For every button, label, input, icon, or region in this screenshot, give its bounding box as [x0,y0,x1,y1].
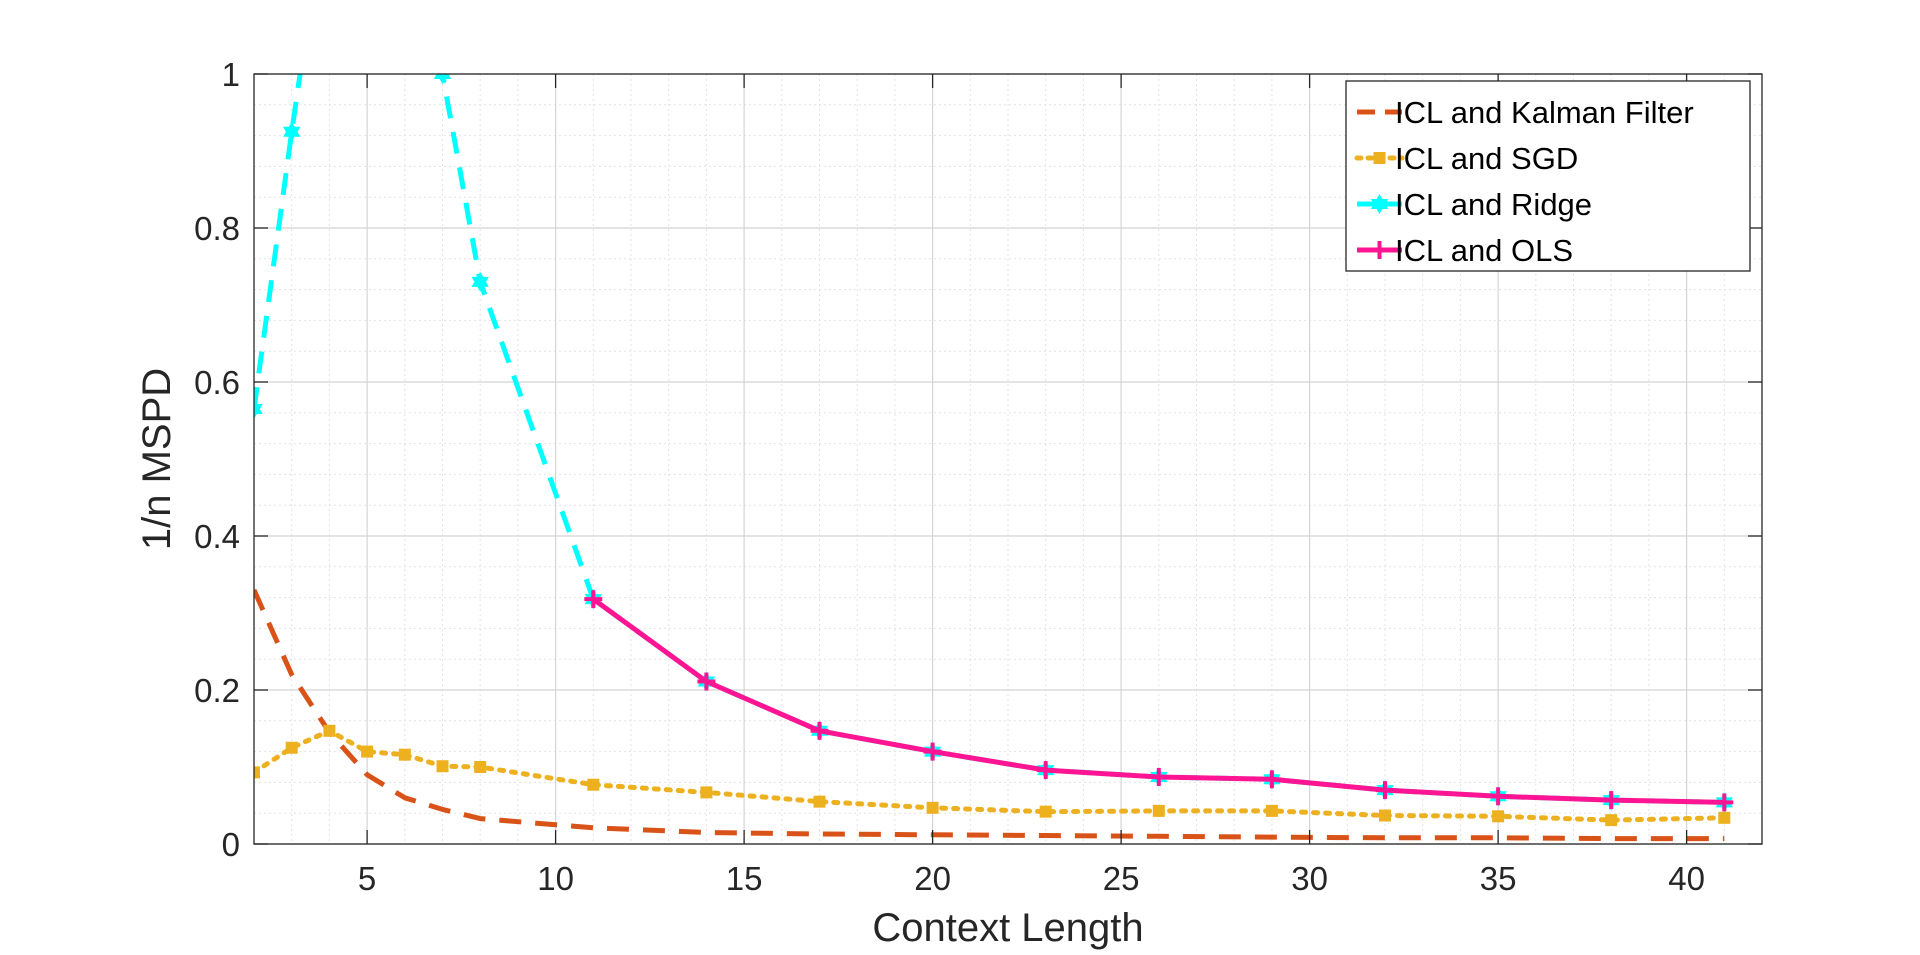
series-1 [254,588,1725,842]
data-point [1262,770,1281,789]
legend-item: ICL and Kalman Filter [1357,95,1694,130]
legend-box [1345,80,1751,272]
data-point [254,766,260,779]
legend-item: ICL and SGD [1354,141,1578,176]
data-point [1602,791,1621,810]
legend-item: ICL and OLS [1357,233,1573,268]
data-point [923,742,942,761]
x-tick-label: 30 [1291,860,1328,897]
data-point [1373,152,1386,164]
x-tick-label: 5 [358,860,376,897]
legend-label: ICL and Kalman Filter [1395,95,1694,130]
x-axis-title: Context Length [872,906,1143,950]
data-point [1265,804,1278,817]
data-point [1152,804,1165,817]
data-point [1718,811,1731,824]
series-4 [584,590,1734,812]
x-tick-label: 35 [1480,860,1517,897]
data-point [1149,768,1168,787]
data-point [1039,805,1052,818]
y-axis-title: 1/n MSPD [135,368,179,550]
data-point [1715,793,1734,812]
axis-ticks: 5 10 15 20 25 30 35 40 0 0.2 0.4 0.6 0.8 1 [194,56,1762,897]
x-tick-label: 20 [914,860,951,897]
data-point [1370,194,1389,214]
x-tick-label: 25 [1103,860,1140,897]
data-point [587,778,600,791]
data-point [1492,810,1505,823]
plot-frame [253,73,1763,845]
marker-part [436,74,449,84]
data-point [697,672,716,691]
legend-label: ICL and OLS [1395,233,1573,268]
series-layer [254,74,1734,842]
y-tick-label: 1 [222,56,240,93]
data-point [1489,787,1508,806]
data-point [926,801,939,814]
marker-part [254,404,263,419]
x-tick-label: 15 [726,860,763,897]
data-point [471,271,489,292]
data-point [254,399,263,419]
series-2 [254,724,1731,827]
y-tick-label: 0.4 [194,518,240,555]
series-line [254,728,1727,823]
legend-item: ICL and Ridge [1357,187,1592,222]
data-point [1376,781,1394,800]
data-point [813,795,826,808]
x-tick-label: 10 [537,860,574,897]
data-point [433,74,452,84]
marker-part [1370,199,1389,214]
data-point [436,760,449,773]
data-point [1605,814,1618,827]
marker-part [283,126,301,142]
legend: ICL and Kalman Filter ICL and SGD ICL and … [1345,80,1751,272]
y-tick-label: 0.2 [194,672,240,709]
data-point [398,748,411,761]
data-point [1036,761,1055,780]
x-tick-label: 40 [1668,860,1705,897]
y-tick-label: 0.6 [194,364,240,401]
data-point [283,121,301,142]
y-tick-label: 0 [222,826,240,863]
y-tick-label: 0.8 [194,210,240,247]
legend-label: ICL and SGD [1395,141,1578,176]
data-point [584,590,603,609]
series-line [254,588,1725,842]
data-point [1379,809,1391,822]
data-point [474,761,487,773]
data-point [323,724,336,737]
data-point [285,741,298,754]
legend-label: ICL and Ridge [1395,187,1592,222]
data-point [810,721,829,740]
data-point [700,786,713,799]
marker-part [471,276,489,292]
data-point [1370,241,1389,259]
data-point [361,745,374,758]
